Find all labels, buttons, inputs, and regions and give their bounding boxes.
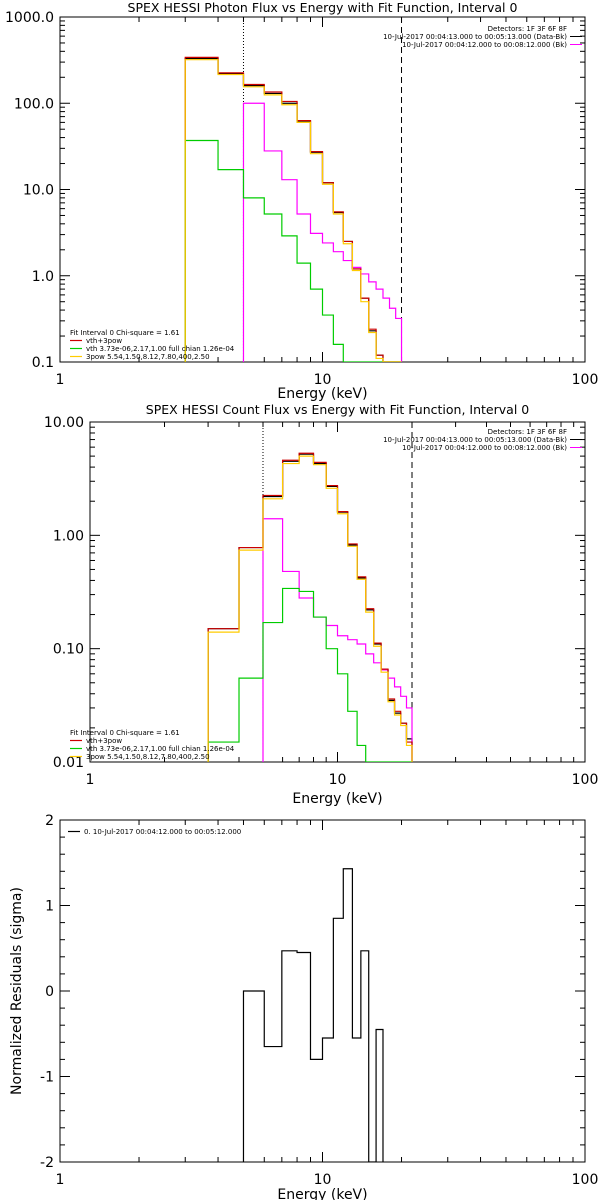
- x-axis-label: Energy (keV): [277, 386, 367, 402]
- y-tick-label: -2: [40, 1155, 54, 1171]
- series-group: [184, 56, 403, 362]
- legend-label: vth 3.73e-06,2.17,1.00 full chian 1.26e-…: [86, 745, 235, 753]
- info-line: 10-Jul-2017 00:04:12.000 to 00:08:12.000…: [402, 41, 567, 49]
- y-tick-label: 10.00: [44, 415, 84, 431]
- chart-title: SPEX HESSI Photon Flux vs Energy with Fi…: [128, 0, 518, 15]
- legend-header: Fit Interval 0 Chi-square = 1.61: [70, 729, 180, 737]
- y-tick-label: 1.0: [32, 269, 54, 285]
- info-line: 10-Jul-2017 00:04:13.000 to 00:05:13.000…: [383, 33, 567, 41]
- x-axis-label: Energy (keV): [277, 1187, 367, 1200]
- legend-label: vth+3pow: [86, 337, 122, 345]
- axes-frame: [89, 421, 586, 763]
- panel-3: 1 10 100 -2 -1 0 1 2 Energy (keV) Normalized Resi…: [9, 813, 598, 1200]
- series-line-2: [262, 518, 413, 762]
- x-tick-label: 100: [572, 372, 599, 388]
- y-tick-label: 10.0: [23, 183, 54, 199]
- series-line-4: [207, 587, 412, 762]
- series-group: [242, 868, 384, 1162]
- x-tick-label: 10: [314, 1172, 332, 1188]
- series-line-4: [184, 139, 402, 362]
- x-tick-label: 100: [572, 1172, 599, 1188]
- info-line: Detectors: 1F 3F 6F 8F: [488, 428, 567, 436]
- x-tick-label: 1: [86, 772, 95, 788]
- y-tick-label: 1: [45, 899, 54, 915]
- x-tick-label: 1: [56, 372, 65, 388]
- info-line: Detectors: 1F 3F 6F 8F: [488, 25, 567, 33]
- y-tick-label: -1: [40, 1070, 54, 1086]
- legend-label: vth 3.73e-06,2.17,1.00 full chian 1.26e-…: [86, 345, 235, 353]
- series-line-5: [207, 455, 413, 762]
- series-line-1: [207, 453, 413, 762]
- series-line-5: [184, 59, 402, 362]
- chart-title: SPEX HESSI Count Flux vs Energy with Fit…: [146, 402, 529, 417]
- x-tick-label: 10: [329, 772, 347, 788]
- series-line-1: [242, 868, 384, 1162]
- y-tick-label: 2: [45, 813, 54, 829]
- y-tick-label: 0.01: [53, 755, 84, 771]
- series-line-3: [207, 452, 413, 762]
- info-line: 10-Jul-2017 00:04:12.000 to 00:08:12.000…: [402, 444, 567, 452]
- panel-1: 1 10 100 0.1 1.0 10.0 100.0 1000.0 SPEX HESSI Ph…: [5, 0, 598, 402]
- axes-frame: [59, 819, 586, 1163]
- info-line: 10-Jul-2017 00:04:13.000 to 00:05:13.000…: [383, 436, 567, 444]
- panel-2: 1 10 100 0.01 0.10 1.00 10.00 SPEX HESSI Count …: [44, 402, 598, 807]
- x-tick-label: 100: [572, 772, 599, 788]
- legend-header: Fit Interval 0 Chi-square = 1.61: [70, 329, 180, 337]
- y-tick-label: 1000.0: [5, 10, 54, 26]
- x-tick-label: 1: [56, 1172, 65, 1188]
- y-tick-label: 0: [45, 984, 54, 1000]
- y-axis-label: Normalized Residuals (sigma): [9, 887, 25, 1095]
- legend-label: 0. 10-Jul-2017 00:04:12.000 to 00:05:12.…: [84, 828, 241, 836]
- y-tick-label: 0.1: [32, 355, 54, 371]
- x-axis-label: Energy (keV): [292, 791, 382, 807]
- x-tick-label: 10: [314, 372, 332, 388]
- y-tick-label: 1.00: [53, 528, 84, 544]
- series-group: [207, 452, 413, 762]
- legend-label: 3pow 5.54,1.50,8.12,7.80,400,2.50: [86, 353, 210, 361]
- y-tick-label: 0.10: [53, 642, 84, 658]
- legend-label: 3pow 5.54,1.50,8.12,7.80,400,2.50: [86, 753, 210, 761]
- y-tick-label: 100.0: [14, 96, 54, 112]
- legend-label: vth+3pow: [86, 737, 122, 745]
- series-line-2: [242, 102, 403, 362]
